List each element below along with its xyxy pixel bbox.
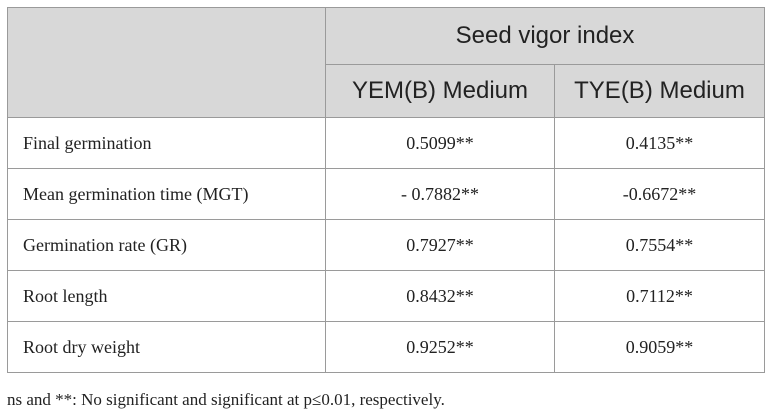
header-row-group: Seed vigor index: [7, 7, 765, 118]
cell-value-yem: - 0.7882**: [325, 168, 555, 220]
cell-value-yem: 0.7927**: [325, 219, 555, 271]
cell-value-tye: 0.7112**: [554, 270, 765, 322]
seed-vigor-table-container: Seed vigor index YEM(B) Medium TYE(B) Me…: [7, 7, 765, 373]
cell-value-yem: 0.5099**: [325, 117, 555, 169]
cell-value-tye: 0.7554**: [554, 219, 765, 271]
table-row: Mean germination time (MGT) - 0.7882** -…: [7, 168, 765, 220]
cell-value-tye: 0.9059**: [554, 321, 765, 373]
cell-value-yem: 0.9252**: [325, 321, 555, 373]
column-header-tye: TYE(B) Medium: [554, 64, 765, 118]
table-row: Root dry weight 0.9252** 0.9059**: [7, 321, 765, 373]
column-header-yem: YEM(B) Medium: [325, 64, 555, 118]
table-row: Germination rate (GR) 0.7927** 0.7554**: [7, 219, 765, 271]
header-empty-cell: [7, 7, 326, 118]
header-group-title: Seed vigor index: [325, 7, 765, 65]
row-label: Germination rate (GR): [7, 219, 326, 271]
row-label: Mean germination time (MGT): [7, 168, 326, 220]
row-label: Root length: [7, 270, 326, 322]
table-footnote: ns and **: No significant and significan…: [7, 390, 445, 409]
row-label: Root dry weight: [7, 321, 326, 373]
cell-value-tye: -0.6672**: [554, 168, 765, 220]
table-row: Final germination 0.5099** 0.4135**: [7, 117, 765, 169]
seed-vigor-correlation-table: Seed vigor index YEM(B) Medium TYE(B) Me…: [7, 7, 765, 373]
cell-value-yem: 0.8432**: [325, 270, 555, 322]
cell-value-tye: 0.4135**: [554, 117, 765, 169]
row-label: Final germination: [7, 117, 326, 169]
header-row-columns: YEM(B) Medium TYE(B) Medium: [8, 64, 765, 118]
table-row: Root length 0.8432** 0.7112**: [7, 270, 765, 322]
